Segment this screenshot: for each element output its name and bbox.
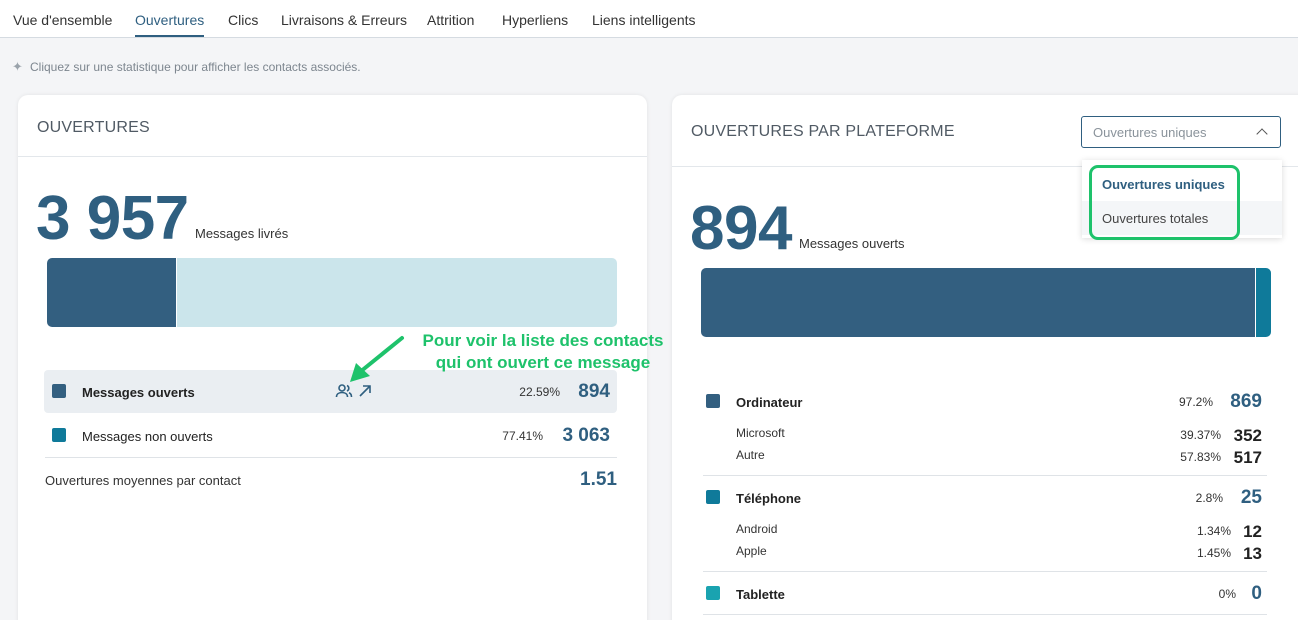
sparkle-icon: ✦ bbox=[12, 59, 23, 74]
sub-pct-other: 57.83% bbox=[1180, 450, 1221, 464]
sub-pct-apple: 1.45% bbox=[1196, 546, 1231, 560]
chevron-up-icon bbox=[1256, 128, 1268, 140]
legend-swatch-tablet bbox=[706, 586, 720, 600]
group-label-tablet[interactable]: Tablette bbox=[736, 587, 785, 602]
group-pct-tablet: 0% bbox=[1218, 587, 1236, 601]
tab-overview[interactable]: Vue d'ensemble bbox=[13, 12, 113, 28]
opened-label: Messages ouverts bbox=[799, 236, 905, 251]
opens-card-title: OUVERTURES bbox=[37, 119, 150, 136]
open-external-icon-svg bbox=[359, 385, 371, 397]
opens-type-menu: Ouvertures uniques Ouvertures totales bbox=[1082, 160, 1282, 238]
sub-value-android[interactable]: 12 bbox=[1243, 522, 1262, 541]
row-value-unopened[interactable]: 3 063 bbox=[562, 425, 610, 446]
opens-type-select[interactable]: Ouvertures uniques bbox=[1081, 116, 1281, 148]
row-pct-unopened: 77.41% bbox=[502, 429, 543, 443]
sub-label-android[interactable]: Android bbox=[736, 522, 778, 536]
contacts-icon[interactable] bbox=[335, 383, 353, 404]
contacts-icon-svg bbox=[335, 384, 353, 398]
menu-item-total-opens[interactable]: Ouvertures totales bbox=[1082, 201, 1282, 235]
row-opened-highlight[interactable] bbox=[44, 370, 617, 413]
sub-label-apple[interactable]: Apple bbox=[736, 544, 767, 558]
group-divider bbox=[703, 571, 1267, 572]
sub-pct-microsoft: 39.37% bbox=[1180, 428, 1221, 442]
platform-stacked-bar bbox=[701, 268, 1271, 337]
sub-pct-android: 1.34% bbox=[1196, 524, 1231, 538]
group-label-phone[interactable]: Téléphone bbox=[736, 491, 802, 506]
annotation-line-1: Pour voir la liste des contacts bbox=[422, 331, 664, 350]
card-divider bbox=[672, 166, 1298, 167]
delivered-label: Messages livrés bbox=[195, 226, 289, 241]
group-divider bbox=[703, 614, 1267, 615]
legend-swatch-unopened bbox=[52, 428, 66, 442]
row-divider bbox=[45, 457, 617, 458]
sub-label-other[interactable]: Autre bbox=[736, 448, 765, 462]
tab-opens[interactable]: Ouvertures bbox=[135, 12, 205, 28]
bar-segment-opened[interactable] bbox=[47, 258, 176, 327]
tab-smart-links[interactable]: Liens intelligents bbox=[592, 12, 696, 28]
row-value-opened[interactable]: 894 bbox=[578, 381, 610, 402]
hint-text: ✦ Cliquez sur une statistique pour affic… bbox=[12, 60, 361, 74]
group-value-tablet[interactable]: 0 bbox=[1251, 583, 1262, 604]
sub-value-microsoft[interactable]: 352 bbox=[1233, 426, 1262, 445]
legend-swatch-opened bbox=[52, 384, 66, 398]
sub-value-other[interactable]: 517 bbox=[1233, 448, 1262, 467]
tab-attrition[interactable]: Attrition bbox=[427, 12, 475, 28]
select-value: Ouvertures uniques bbox=[1093, 125, 1207, 140]
hint-label: Cliquez sur une statistique pour affiche… bbox=[30, 60, 361, 74]
tab-bar: Vue d'ensemble Ouvertures Clics Livraiso… bbox=[0, 0, 1298, 38]
opened-count[interactable]: 894 bbox=[690, 194, 792, 263]
bar-segment-desktop[interactable] bbox=[701, 268, 1255, 337]
annotation-text: Pour voir la liste des contacts qui ont … bbox=[398, 330, 688, 374]
tab-hyperlinks[interactable]: Hyperliens bbox=[502, 12, 569, 28]
row-pct-opened: 22.59% bbox=[519, 385, 560, 399]
bar-divider bbox=[176, 258, 177, 327]
group-label-desktop[interactable]: Ordinateur bbox=[736, 395, 803, 410]
menu-item-unique-opens[interactable]: Ouvertures uniques bbox=[1102, 177, 1225, 192]
delivered-count[interactable]: 3 957 bbox=[36, 184, 189, 253]
annotation-arrow bbox=[350, 336, 404, 382]
row-label-opened[interactable]: Messages ouverts bbox=[82, 385, 195, 400]
avg-opens-value: 1.51 bbox=[580, 469, 617, 490]
bar-divider bbox=[1255, 268, 1256, 337]
card-divider bbox=[18, 156, 647, 157]
platform-card-title: OUVERTURES PAR PLATEFORME bbox=[691, 123, 955, 140]
annotation-line-2: qui ont ouvert ce message bbox=[435, 353, 651, 372]
row-label-unopened[interactable]: Messages non ouverts bbox=[82, 429, 213, 444]
opens-card: OUVERTURES bbox=[18, 95, 647, 620]
tab-clicks[interactable]: Clics bbox=[228, 12, 259, 28]
sub-value-apple[interactable]: 13 bbox=[1243, 544, 1262, 563]
group-value-phone[interactable]: 25 bbox=[1240, 487, 1262, 508]
group-value-desktop[interactable]: 869 bbox=[1230, 391, 1262, 412]
bar-segment-phone[interactable] bbox=[1256, 268, 1271, 337]
group-pct-phone: 2.8% bbox=[1195, 491, 1223, 505]
group-divider bbox=[703, 475, 1267, 476]
legend-swatch-desktop bbox=[706, 394, 720, 408]
active-tab-indicator bbox=[135, 35, 204, 37]
legend-swatch-phone bbox=[706, 490, 720, 504]
bar-segment-unopened[interactable] bbox=[177, 258, 617, 327]
annotation-highlight-ring bbox=[1089, 165, 1240, 240]
sub-label-microsoft[interactable]: Microsoft bbox=[736, 426, 785, 440]
group-pct-desktop: 97.2% bbox=[1178, 395, 1213, 409]
open-external-icon[interactable] bbox=[358, 384, 372, 403]
avg-opens-label: Ouvertures moyennes par contact bbox=[45, 473, 241, 488]
opens-stacked-bar bbox=[47, 258, 617, 327]
tab-deliveries-errors[interactable]: Livraisons & Erreurs bbox=[281, 12, 408, 28]
